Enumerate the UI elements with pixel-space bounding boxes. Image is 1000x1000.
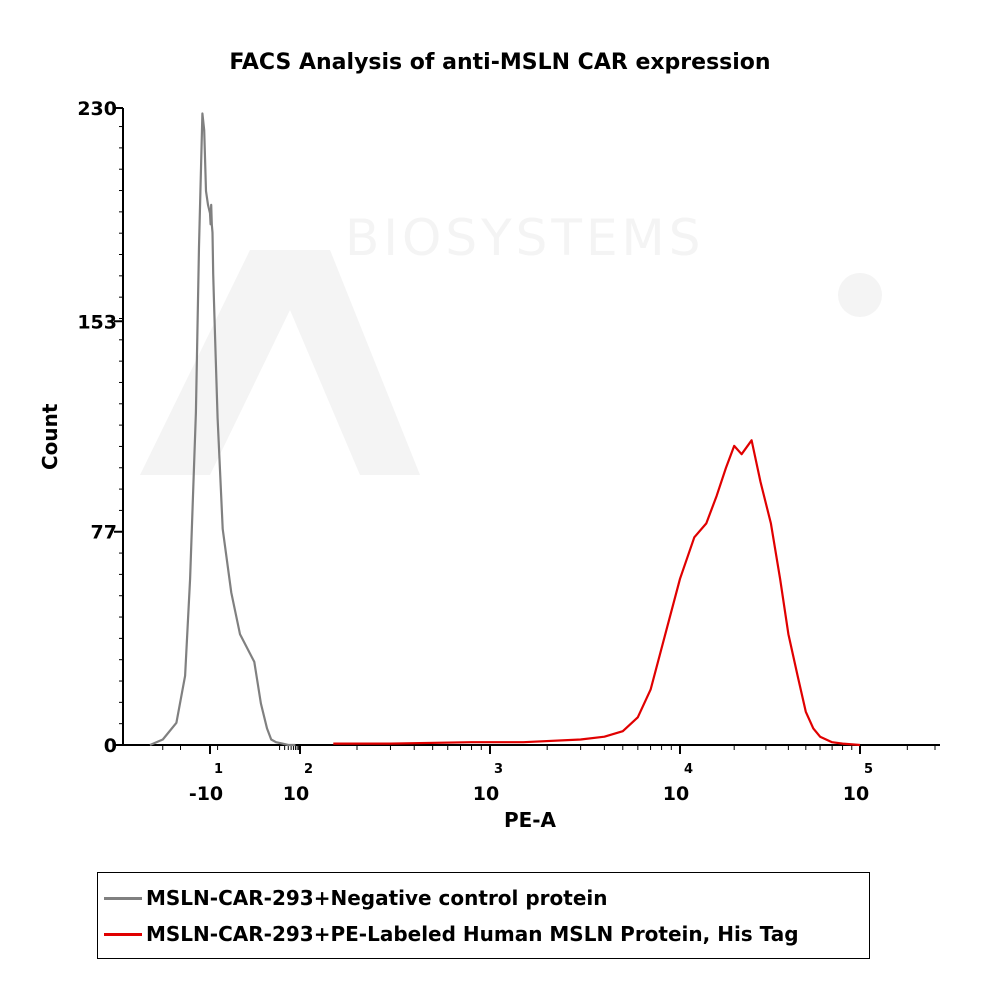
legend: MSLN-CAR-293+Negative control protein MS… bbox=[97, 872, 870, 959]
legend-item-negative-control: MSLN-CAR-293+Negative control protein bbox=[104, 883, 608, 913]
x-tick-label: -10 bbox=[189, 783, 223, 805]
y-tick-label: 230 bbox=[77, 98, 117, 120]
x-tick-label: 10 bbox=[283, 783, 309, 805]
legend-label: MSLN-CAR-293+Negative control protein bbox=[146, 886, 608, 910]
x-tick-exponent: 2 bbox=[304, 762, 313, 777]
x-tick-label: 10 bbox=[843, 783, 869, 805]
legend-swatch-red bbox=[104, 932, 142, 936]
histogram-plot: 0 77 153 230 -10 1 10 2 10 3 10 4 10 5 bbox=[77, 98, 940, 805]
series-negative-control-line bbox=[149, 112, 296, 747]
x-tick-exponent: 1 bbox=[214, 762, 223, 777]
x-axis-label: PE-A bbox=[503, 808, 557, 832]
series-pe-labeled-line bbox=[333, 439, 861, 747]
y-tick-label: 0 bbox=[104, 735, 117, 757]
x-tick-label: 10 bbox=[473, 783, 499, 805]
x-tick-exponent: 3 bbox=[494, 762, 503, 777]
x-tick-exponent: 5 bbox=[864, 762, 873, 777]
y-tick-label: 77 bbox=[91, 522, 117, 544]
legend-item-pe-labeled-mslN: MSLN-CAR-293+PE-Labeled Human MSLN Prote… bbox=[104, 919, 799, 949]
x-tick-label: 10 bbox=[663, 783, 689, 805]
legend-label: MSLN-CAR-293+PE-Labeled Human MSLN Prote… bbox=[146, 922, 799, 946]
x-tick-exponent: 4 bbox=[684, 762, 693, 777]
legend-swatch-gray bbox=[104, 896, 142, 900]
y-tick-label: 153 bbox=[77, 311, 117, 333]
chart-title: FACS Analysis of anti-MSLN CAR expressio… bbox=[229, 50, 771, 75]
